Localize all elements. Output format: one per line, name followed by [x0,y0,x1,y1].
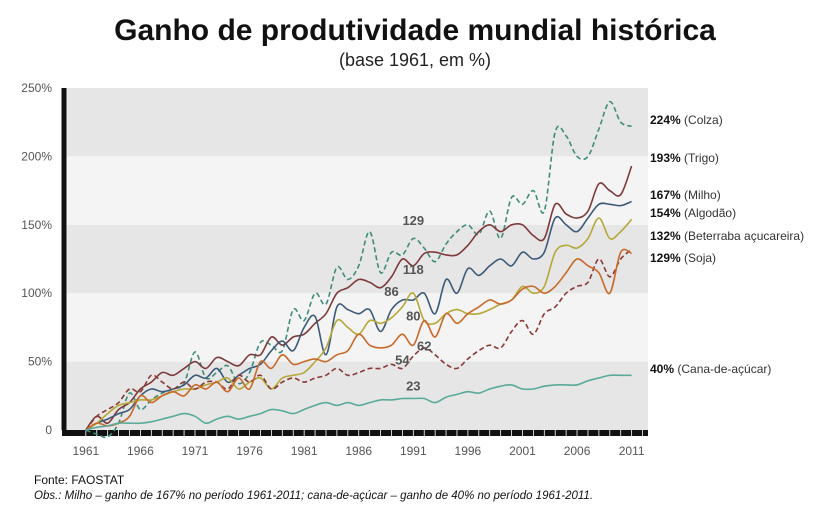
end-label-trigo: 193% (Trigo) [650,151,719,165]
source-note: Fonte: FAOSTAT [34,473,125,487]
y-tick-label: 50% [28,355,52,369]
x-tick-label: 2001 [509,444,536,458]
grid-band [64,88,648,157]
x-tick-label: 1966 [127,444,154,458]
end-label-algodao: 154% (Algodão) [650,206,736,220]
y-tick-label: 200% [21,149,52,163]
x-tick-label: 1986 [345,444,372,458]
end-label-colza: 224% (Colza) [650,113,723,127]
series-line-trigo [85,165,633,431]
annotation-label: 23 [406,378,420,393]
x-tick-label: 1991 [400,444,427,458]
series-line-soja [85,248,632,431]
annotation-label: 62 [417,339,431,354]
chart-subtitle: (base 1961, em %) [338,50,492,70]
annotation-label: 54 [395,352,410,367]
end-label-beterraba-acucareira: 132% (Beterraba açucareira) [650,229,804,243]
y-tick-label: 0 [45,423,52,437]
y-tick-label: 100% [21,286,52,300]
annotation-label: 118 [403,262,424,277]
grid-band [64,156,648,225]
footnote: Obs.: Milho – ganho de 167% no período 1… [34,490,594,502]
chart-title: Ganho de produtividade mundial histórica [114,14,716,47]
annotation-label: 80 [406,309,420,324]
y-tick-label: 250% [21,81,52,95]
grid-band [64,224,648,294]
series-line-cana-de-acucar [85,374,632,431]
annotation-label: 86 [384,284,398,299]
end-label-soja: 129% (Soja) [650,251,716,265]
x-tick-label: 1961 [72,444,99,458]
x-tick-label: 1996 [455,444,482,458]
end-label-cana-de-acucar: 40% (Cana-de-açúcar) [650,362,771,376]
y-tick-label: 150% [21,218,52,232]
x-tick-label: 2006 [564,444,591,458]
grid-band [64,293,648,362]
end-label-milho: 167% (Milho) [650,188,721,202]
annotation-label: 129 [402,213,424,228]
x-tick-label: 1976 [236,444,263,458]
x-tick-label: 1981 [291,444,318,458]
series-line-beterraba-acucareira [85,248,633,431]
x-tick-label: 1971 [182,444,209,458]
grid-band [64,361,648,430]
x-tick-label: 2011 [619,444,645,458]
